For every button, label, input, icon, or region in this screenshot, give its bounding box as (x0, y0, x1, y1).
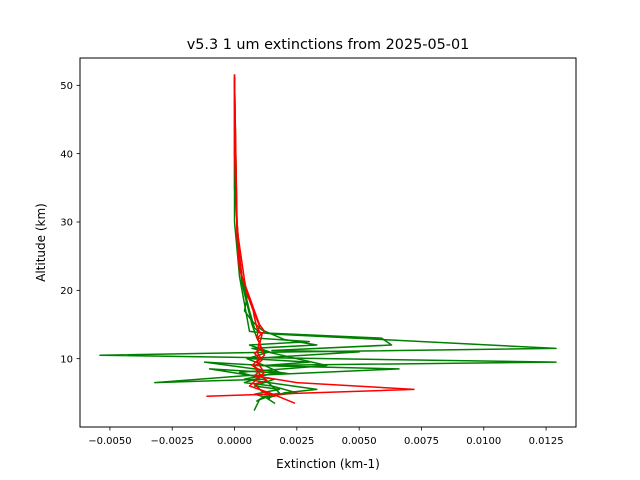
x-tick-label: 0.0075 (404, 436, 439, 447)
y-axis-label: Altitude (km) (34, 203, 48, 282)
y-tick-label: 20 (60, 286, 73, 297)
x-tick-label: 0.0025 (279, 436, 314, 447)
x-axis-ticks: −0.0050 −0.0025 0.0000 0.0025 0.0050 0.0075 0.… (88, 427, 564, 447)
y-tick-label: 10 (60, 354, 73, 365)
profile-line-5 (206, 74, 415, 398)
x-tick-label: 0.0050 (342, 436, 377, 447)
profile-line-3 (203, 84, 311, 400)
plot-frame (79, 57, 577, 428)
x-tick-label: −0.0025 (151, 436, 194, 447)
y-tick-label: 50 (60, 81, 73, 92)
x-tick-label: 0.0100 (466, 436, 501, 447)
x-tick-label: −0.0050 (88, 436, 131, 447)
profile-line-2 (233, 77, 393, 405)
y-axis-ticks: 10 20 30 40 50 (60, 81, 80, 365)
chart-title: v5.3 1 um extinctions from 2025-05-01 (187, 37, 470, 53)
profile-line-7 (233, 81, 276, 398)
y-tick-label: 30 (60, 218, 73, 229)
profile-line-4 (233, 98, 328, 403)
x-tick-label: 0.0000 (217, 436, 252, 447)
x-tick-label: 0.0125 (529, 436, 564, 447)
plot-series (99, 74, 557, 411)
x-axis-label: Extinction (km-1) (276, 457, 380, 471)
y-tick-label: 40 (60, 149, 73, 160)
